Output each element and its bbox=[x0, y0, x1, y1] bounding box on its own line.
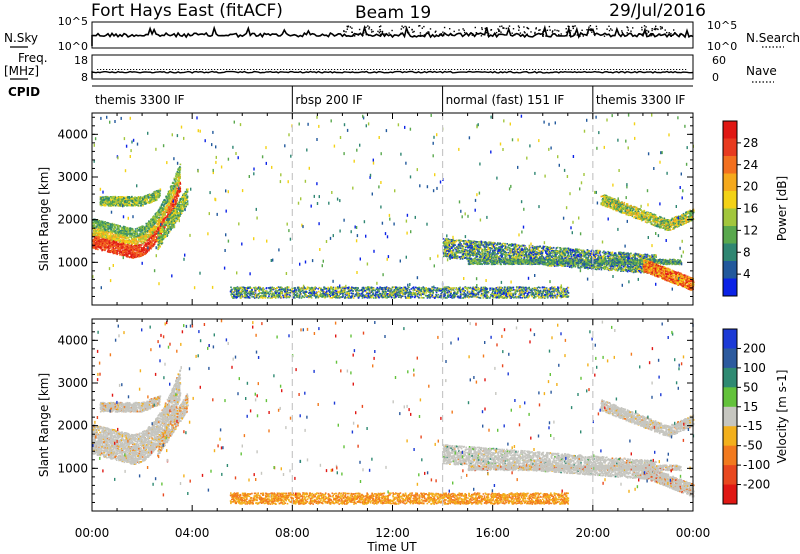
cpid-segment: rbsp 200 IF bbox=[291, 86, 363, 112]
nsky-tick-top: 10^5 bbox=[58, 15, 88, 28]
colorbar-swatch bbox=[723, 208, 737, 227]
power-panel: 1000 2000 3000 4000 Slant Range [km] bbox=[37, 112, 695, 306]
colorbar-swatch bbox=[723, 173, 737, 192]
time-axis: 00:00 04:00 08:00 12:00 16:00 20:00 00:00 bbox=[75, 526, 711, 540]
colorbar-swatch bbox=[723, 191, 737, 209]
freq-unit: [MHz] bbox=[4, 64, 39, 78]
freq-tick-bottom: 8 bbox=[81, 71, 88, 84]
y-tick-label: 3000 bbox=[57, 170, 88, 184]
colorbar-tick-label: -200 bbox=[743, 478, 770, 492]
colorbar-swatch bbox=[723, 278, 737, 297]
nsearch-tick-top: 10^5 bbox=[707, 19, 737, 32]
power-colorbar: 4 8 12 16 20 24 28 Power [dB] bbox=[722, 120, 789, 297]
colorbar-swatch bbox=[723, 484, 737, 505]
colorbar-swatch bbox=[723, 465, 737, 486]
colorbar-title: Velocity [m s-1] bbox=[775, 370, 789, 464]
colorbar-swatch bbox=[723, 406, 737, 427]
heatmap-cells bbox=[92, 319, 695, 505]
colorbar-swatch bbox=[723, 445, 737, 466]
colorbar-tick-label: 8 bbox=[743, 245, 751, 259]
noise-strip: N.Sky N.Search 10^5 10^0 10^5 10^0 bbox=[4, 15, 800, 53]
y-tick-label: 4000 bbox=[57, 127, 88, 141]
cpid-segment-label: themis 3300 IF bbox=[596, 93, 686, 107]
colorbar-tick-label: 50 bbox=[743, 380, 758, 394]
cpid-segment: normal (fast) 151 IF bbox=[442, 86, 565, 112]
cpid-strip: CPID themis 3300 IF rbsp 200 IF normal (fa… bbox=[8, 85, 693, 112]
freq-label: Freq. bbox=[18, 51, 48, 65]
colorbar-tick-label: -15 bbox=[743, 419, 763, 433]
colorbar-swatch bbox=[723, 387, 737, 408]
colorbar-tick-label: 28 bbox=[743, 136, 758, 150]
cpid-segment: themis 3300 IF bbox=[592, 86, 686, 112]
colorbar-swatch bbox=[723, 348, 737, 369]
colorbar-swatch bbox=[723, 426, 737, 447]
x-tick-label: 00:00 bbox=[75, 526, 110, 540]
colorbar-swatch bbox=[723, 226, 737, 244]
colorbar-tick-label: 20 bbox=[743, 180, 758, 194]
x-tick-label: 04:00 bbox=[175, 526, 210, 540]
cpid-segment-label: themis 3300 IF bbox=[95, 93, 185, 107]
colorbar-swatch bbox=[723, 367, 737, 388]
x-tick-label: 08:00 bbox=[275, 526, 310, 540]
y-tick-label: 2000 bbox=[57, 213, 88, 227]
y-tick-label: 1000 bbox=[57, 461, 88, 475]
colorbar-swatch bbox=[723, 243, 737, 262]
x-tick-label: 12:00 bbox=[375, 526, 410, 540]
x-axis-title: Time UT bbox=[366, 540, 417, 554]
cpid-segment-label: normal (fast) 151 IF bbox=[446, 93, 565, 107]
x-tick-label: 16:00 bbox=[475, 526, 510, 540]
colorbar-swatch bbox=[723, 121, 737, 139]
radar-title: Fort Hays East (fitACF) bbox=[91, 1, 283, 21]
colorbar-tick-label: -50 bbox=[743, 439, 763, 453]
colorbar-tick-label: 12 bbox=[743, 223, 758, 237]
colorbar-swatch bbox=[723, 156, 737, 174]
nsearch-tick-bottom: 10^0 bbox=[707, 40, 737, 53]
nave-tick-bottom: 0 bbox=[712, 71, 719, 84]
x-tick-label: 20:00 bbox=[576, 526, 611, 540]
colorbar-tick-label: 200 bbox=[743, 341, 766, 355]
colorbar-tick-label: 4 bbox=[743, 267, 751, 281]
nsky-label: N.Sky bbox=[4, 31, 38, 45]
cpid-segment: themis 3300 IF bbox=[95, 93, 185, 107]
nave-label: Nave bbox=[746, 64, 777, 78]
colorbar-swatch bbox=[723, 329, 737, 349]
freq-tick-top: 18 bbox=[74, 54, 88, 67]
cpid-label: CPID bbox=[8, 85, 40, 99]
colorbar-tick-label: 16 bbox=[743, 202, 758, 216]
y-axis-title: Slant Range [km] bbox=[37, 167, 51, 271]
heatmap-cells bbox=[92, 113, 695, 299]
y-axis-title: Slant Range [km] bbox=[37, 373, 51, 477]
colorbar-tick-label: 100 bbox=[743, 361, 766, 375]
nsky-tick-bottom: 10^0 bbox=[58, 40, 88, 53]
colorbar-tick-label: 15 bbox=[743, 400, 758, 414]
y-tick-label: 1000 bbox=[57, 255, 88, 269]
colorbar-tick-label: 24 bbox=[743, 158, 758, 172]
y-tick-label: 3000 bbox=[57, 376, 88, 390]
date-label: 29/Jul/2016 bbox=[609, 1, 706, 21]
y-tick-label: 4000 bbox=[57, 333, 88, 347]
nave-tick-top: 60 bbox=[712, 54, 726, 67]
beam-label: Beam 19 bbox=[355, 3, 431, 23]
y-tick-label: 2000 bbox=[57, 419, 88, 433]
colorbar-swatch bbox=[723, 138, 737, 157]
colorbar-title: Power [dB] bbox=[775, 176, 789, 241]
colorbar-swatch bbox=[723, 261, 737, 279]
colorbar-tick-label: -100 bbox=[743, 458, 770, 472]
cpid-segment-label: rbsp 200 IF bbox=[295, 93, 362, 107]
velocity-panel: 1000 2000 3000 4000 Slant Range [km] bbox=[37, 318, 695, 512]
nsearch-label: N.Search bbox=[746, 31, 800, 45]
velocity-colorbar: 200 100 50 15 -15 -50 -100 -200 Velocity [m s-1] bbox=[722, 328, 789, 505]
frequency-strip: Freq. [MHz] Nave 18 8 60 0 bbox=[4, 51, 777, 84]
x-tick-label: 00:00 bbox=[676, 526, 711, 540]
